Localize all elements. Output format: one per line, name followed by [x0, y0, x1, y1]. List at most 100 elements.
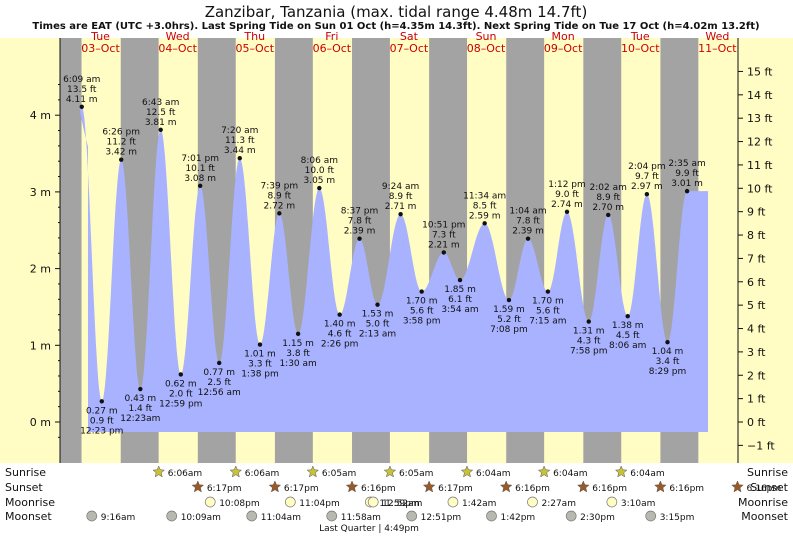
tide-label: 12:23 pm	[80, 426, 123, 436]
tide-label: 3.01 m	[671, 179, 703, 189]
tide-point	[277, 211, 282, 216]
tide-point	[419, 289, 424, 294]
tide-label: 2:04 pm	[628, 162, 666, 172]
sunset-star-icon	[422, 480, 436, 493]
tide-label: 7.3 ft	[432, 230, 456, 240]
tide-label: 7:20 am	[221, 126, 258, 136]
tide-label: 5.6 ft	[410, 307, 434, 317]
tide-label: 8.9 ft	[389, 192, 413, 202]
tide-label: 7:08 pm	[490, 325, 528, 335]
tide-label: 7:01 pm	[181, 154, 219, 164]
tide-label: 10:51 pm	[422, 220, 465, 230]
tide-label: 12:59 pm	[159, 399, 202, 409]
tide-label: 1.53 m	[362, 310, 394, 320]
left-tick-label: 0 m	[30, 416, 51, 429]
sunrise-time: 6:05am	[399, 469, 434, 479]
sunset-time: 6:16pm	[592, 484, 627, 494]
tide-label: 7:58 pm	[570, 347, 608, 357]
sunrise-time: 6:06am	[168, 469, 203, 479]
day-date-label: 05–Oct	[235, 42, 274, 55]
tide-label: 1.04 m	[652, 347, 684, 357]
tide-label: 8:37 pm	[341, 207, 379, 217]
tide-label: 3:54 am	[441, 305, 478, 315]
moonrise-moon-icon	[284, 496, 296, 508]
tide-label: 3.8 ft	[286, 349, 310, 359]
tide-label: 0.43 m	[124, 394, 156, 404]
sunrise-time: 6:05am	[322, 469, 357, 479]
tide-label: 11.2 ft	[106, 138, 136, 148]
day-date-label: 03–Oct	[81, 42, 120, 55]
sunset-star-icon	[268, 480, 282, 493]
tide-point	[237, 155, 242, 161]
sunrise-time: 6:04am	[476, 469, 511, 479]
tide-label: 4.6 ft	[328, 330, 352, 340]
day-name-label: Tue	[630, 30, 650, 43]
left-tick-label: 1 m	[30, 339, 51, 352]
right-tick-label: 15 ft	[747, 65, 773, 78]
day-date-label: 04–Oct	[158, 42, 197, 55]
tide-label: 8.9 ft	[267, 191, 291, 201]
tide-label: 12.5 ft	[146, 108, 176, 118]
tide-point	[357, 236, 362, 241]
sunrise-star-icon	[537, 465, 551, 478]
sunset-star-icon	[191, 480, 205, 493]
tide-label: 0.27 m	[86, 406, 118, 416]
tide-point	[545, 289, 551, 294]
tide-label: 9.0 ft	[555, 190, 579, 200]
tide-label: 5.2 ft	[497, 315, 521, 325]
tide-point	[317, 185, 322, 191]
sunrise-time: 6:04am	[553, 469, 588, 479]
tide-point	[586, 319, 591, 324]
tide-label: 2.59 m	[469, 211, 501, 221]
moon-phase-label: Last Quarter | 4:49pm	[319, 524, 419, 534]
right-tick-label: 14 ft	[747, 89, 773, 102]
tide-label: 1:30 am	[279, 359, 316, 369]
left-tick-label: 2 m	[30, 263, 51, 276]
tide-label: 6:26 pm	[102, 128, 140, 138]
moonrise-time: 1:42am	[462, 499, 497, 509]
moonrise-time: 12:52am	[382, 499, 422, 509]
moonset-moon-icon	[86, 510, 98, 522]
tide-label: 7.8 ft	[348, 217, 372, 227]
sunset-label-left: Sunset	[5, 481, 43, 494]
sunrise-label-right: Sunrise	[747, 466, 788, 479]
tide-label: 12:56 am	[198, 388, 241, 398]
tide-label: 1:12 pm	[548, 180, 586, 190]
tide-point	[158, 127, 163, 132]
tide-label: 2.74 m	[551, 200, 583, 210]
tide-label: 7:15 am	[529, 317, 566, 327]
tide-label: 2.97 m	[631, 182, 663, 192]
moonrise-time: 11:59pm	[379, 499, 419, 509]
tide-label: 9.9 ft	[675, 169, 699, 179]
day-date-label: 07–Oct	[390, 42, 429, 55]
tide-label: 1.4 ft	[128, 404, 152, 414]
tide-point	[398, 211, 403, 217]
right-tick-label: 2 ft	[747, 369, 766, 382]
tide-label: 4.11 m	[66, 95, 98, 105]
left-axis-metres: 0 m 1 m 2 m 3 m 4 m	[30, 38, 61, 463]
tide-point	[457, 277, 463, 283]
tide-label: 3.05 m	[303, 176, 335, 186]
sunset-time: 6:16pm	[361, 484, 396, 494]
sunset-star-icon	[499, 480, 513, 493]
tide-label: 1.38 m	[612, 321, 644, 331]
tide-label: 2:13 am	[359, 330, 396, 340]
tide-point	[79, 104, 84, 109]
tide-label: 10.0 ft	[305, 166, 335, 176]
chart-subtitle: Times are EAT (UTC +3.0hrs). Last Spring…	[32, 21, 759, 32]
day-date-label: 11–Oct	[698, 42, 737, 55]
sunrise-star-icon	[383, 465, 397, 478]
tide-label: 8:29 pm	[649, 367, 687, 377]
sunset-star-icon	[345, 480, 359, 493]
moonset-moon-icon	[645, 510, 657, 522]
moonrise-moon-icon	[367, 496, 379, 508]
sunset-label-right: Sunset	[750, 481, 788, 494]
tide-label: 3.08 m	[184, 174, 216, 184]
sunset-time: 6:17pm	[207, 484, 242, 494]
right-tick-label: 10 ft	[747, 182, 773, 195]
tide-label: 3.42 m	[105, 148, 137, 158]
water-area	[79, 105, 709, 432]
